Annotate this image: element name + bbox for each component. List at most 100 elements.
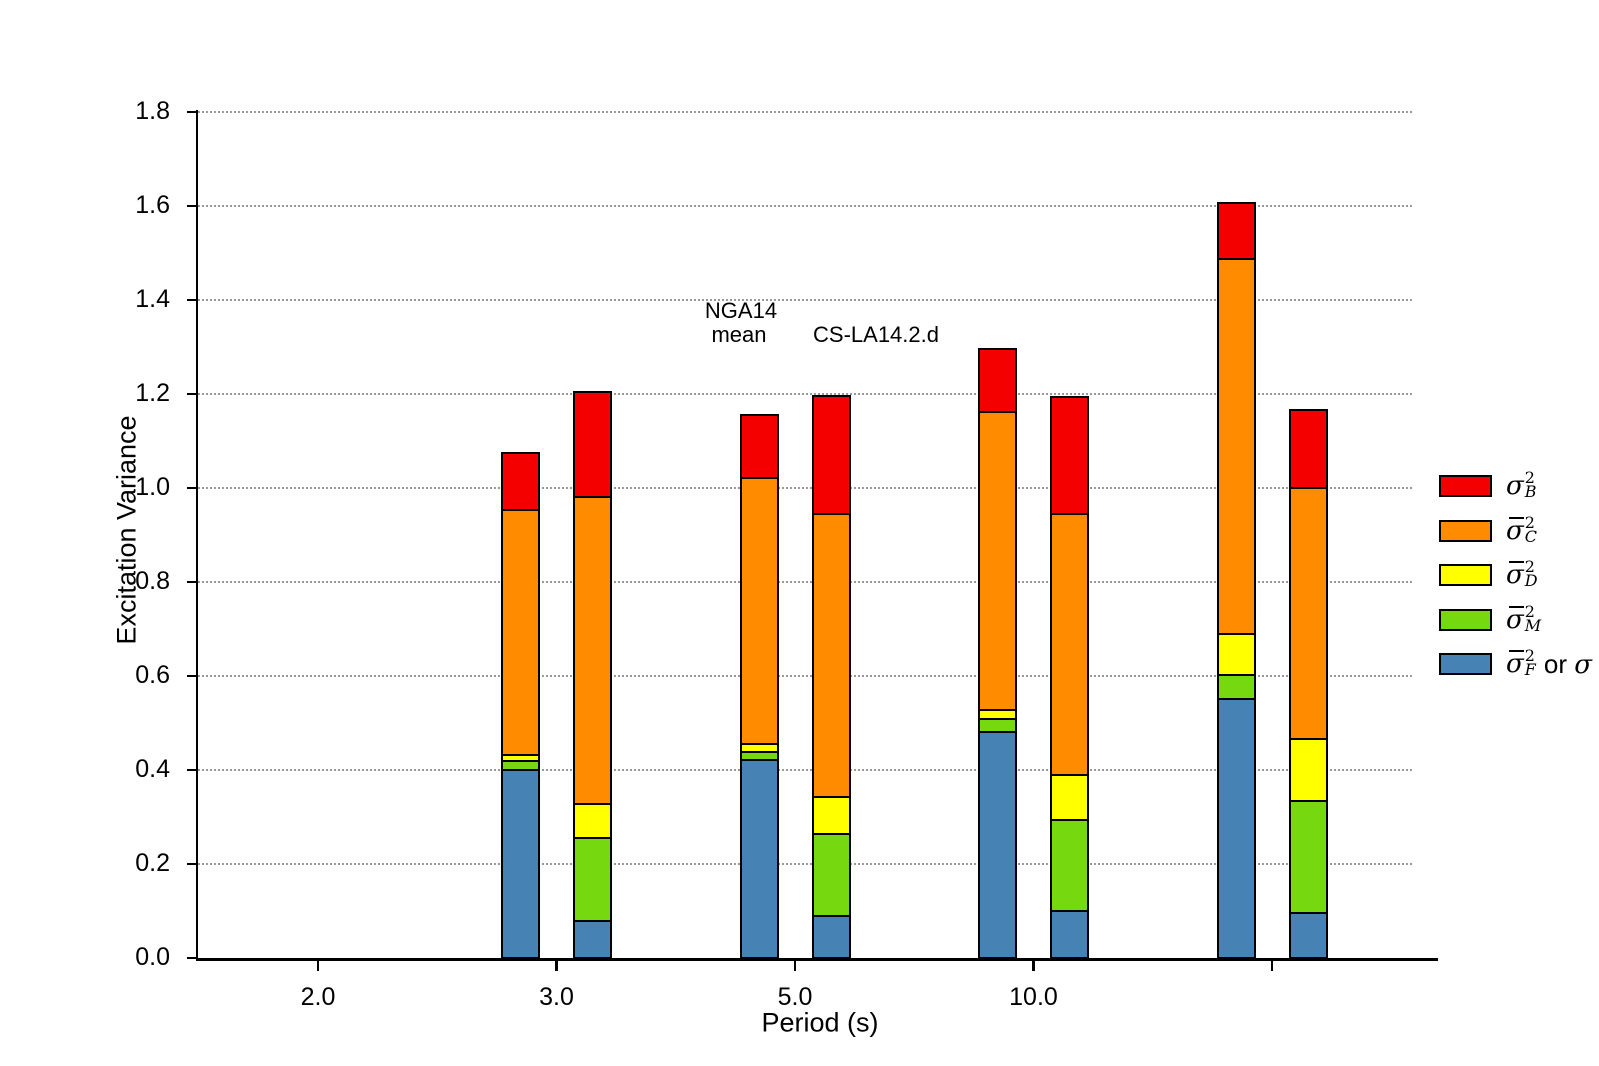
bar-segment-divider [502,753,539,756]
bar-segment-sigma_F [1051,911,1088,958]
bar-segment-divider [1051,910,1088,912]
bar-segment-sigma_D [574,803,611,839]
bar-segment-sigma_M [1289,801,1327,914]
bar-segment-sigma_F [812,915,850,958]
bar-segment-divider [574,837,611,840]
x-tick-label: 3.0 [539,983,574,1011]
bar-outline [1288,408,1328,959]
legend-swatch-sigma_M [1439,608,1492,631]
x-tick-label: 5.0 [777,983,813,1011]
legend-swatch-sigma_D [1439,564,1492,586]
bar-outline [811,394,851,959]
bar-segment-sigma_M [1051,820,1088,911]
bar-segment-sigma_F [1289,913,1327,958]
y-tick-label: 0.2 [135,849,170,877]
bar-segment-sigma_B [502,452,539,511]
bar-segment-divider [812,832,850,835]
x-axis-tick [316,960,320,971]
x-tick-label: 2.0 [300,983,336,1011]
y-axis-tick [186,298,196,302]
bar-segment-sigma_C [1051,513,1088,776]
bar-segment-sigma_M [740,751,778,761]
bar-segment-sigma_B [740,414,778,478]
x-axis-tick [793,960,797,971]
legend-sigma-glyph: σ [1506,471,1524,501]
x-axis-label: Period (s) [761,1007,879,1038]
y-axis-tick [186,674,196,678]
bar-segment-divider [979,718,1016,721]
y-tick-label: 1.6 [135,191,170,219]
bar-segment-divider [979,708,1016,711]
bar-segment-sigma_C [812,514,850,798]
bar-segment-sigma_F [574,920,611,958]
bar-segment-sigma_M [574,838,611,921]
bar-segment-divider [574,496,611,499]
y-axis-tick [186,204,196,208]
x-axis-tick [1032,960,1035,971]
annotation-mean: mean [711,322,767,347]
gridline [198,581,1412,583]
bar-segment-sigma_B [574,391,611,498]
bar-segment-divider [740,476,778,479]
bar-segment-divider [812,796,850,799]
bar-segment-sigma_B [812,395,850,515]
y-axis-label: Excitation Variance [111,415,142,645]
bar-segment-divider [1051,512,1088,515]
y-tick-label: 1.0 [135,473,170,501]
bar-segment-divider [1217,258,1255,261]
bar-segment-sigma_D [812,797,850,834]
bar-segment-sigma_C [740,477,778,744]
legend-sigma-glyph: σ [1506,649,1524,679]
x-axis-tick [555,960,558,971]
y-tick-label: 0.6 [135,661,170,689]
bar-segment-sigma_D [740,743,778,752]
gridline [198,393,1412,395]
bar-segment-sigma_M [502,760,539,770]
bar-outline [1050,395,1089,959]
bar-segment-divider [1289,486,1327,489]
bar-segment-divider [502,759,539,762]
y-tick-label: 0.8 [135,567,170,595]
y-axis-spine [195,110,198,961]
bar-segment-sigma_M [979,719,1016,732]
bar-segment-divider [1217,697,1255,700]
y-axis-tick [186,768,196,772]
bar-segment-divider [740,759,778,762]
bar-segment-sigma_F [1217,698,1255,958]
bar-segment-divider [812,914,850,917]
bar-segment-divider [502,769,539,771]
y-axis-tick [186,392,196,396]
bar-segment-divider [740,750,778,753]
annotation-cs-la14-2-d: CS-LA14.2.d [813,322,939,347]
legend-sigma-glyph: σ [1506,604,1524,635]
bar-segment-divider [1289,800,1327,803]
bar-segment-divider [812,513,850,516]
bar-segment-divider [1289,912,1327,915]
bar-segment-sigma_B [1051,396,1088,514]
y-tick-label: 1.4 [135,285,170,313]
bar-segment-sigma_C [502,510,539,755]
gridline [198,769,1412,771]
bar-segment-sigma_B [1217,203,1255,260]
bar-segment-divider [574,802,611,805]
gridline [198,487,1412,489]
legend-swatch-sigma_F [1439,653,1492,675]
bar-outline [1216,202,1256,959]
x-tick-label: 10.0 [1009,983,1058,1011]
bar-segment-sigma_C [979,411,1016,710]
bar-segment-sigma_B [1289,409,1327,488]
legend-swatch-sigma_C [1439,519,1492,542]
legend-swatch-sigma_B [1439,475,1492,497]
y-axis-tick [186,486,196,490]
bar-segment-sigma_F [740,760,778,958]
bar-segment-sigma_B [979,349,1016,412]
bar-segment-divider [1217,633,1255,636]
bar-segment-divider [979,410,1016,413]
